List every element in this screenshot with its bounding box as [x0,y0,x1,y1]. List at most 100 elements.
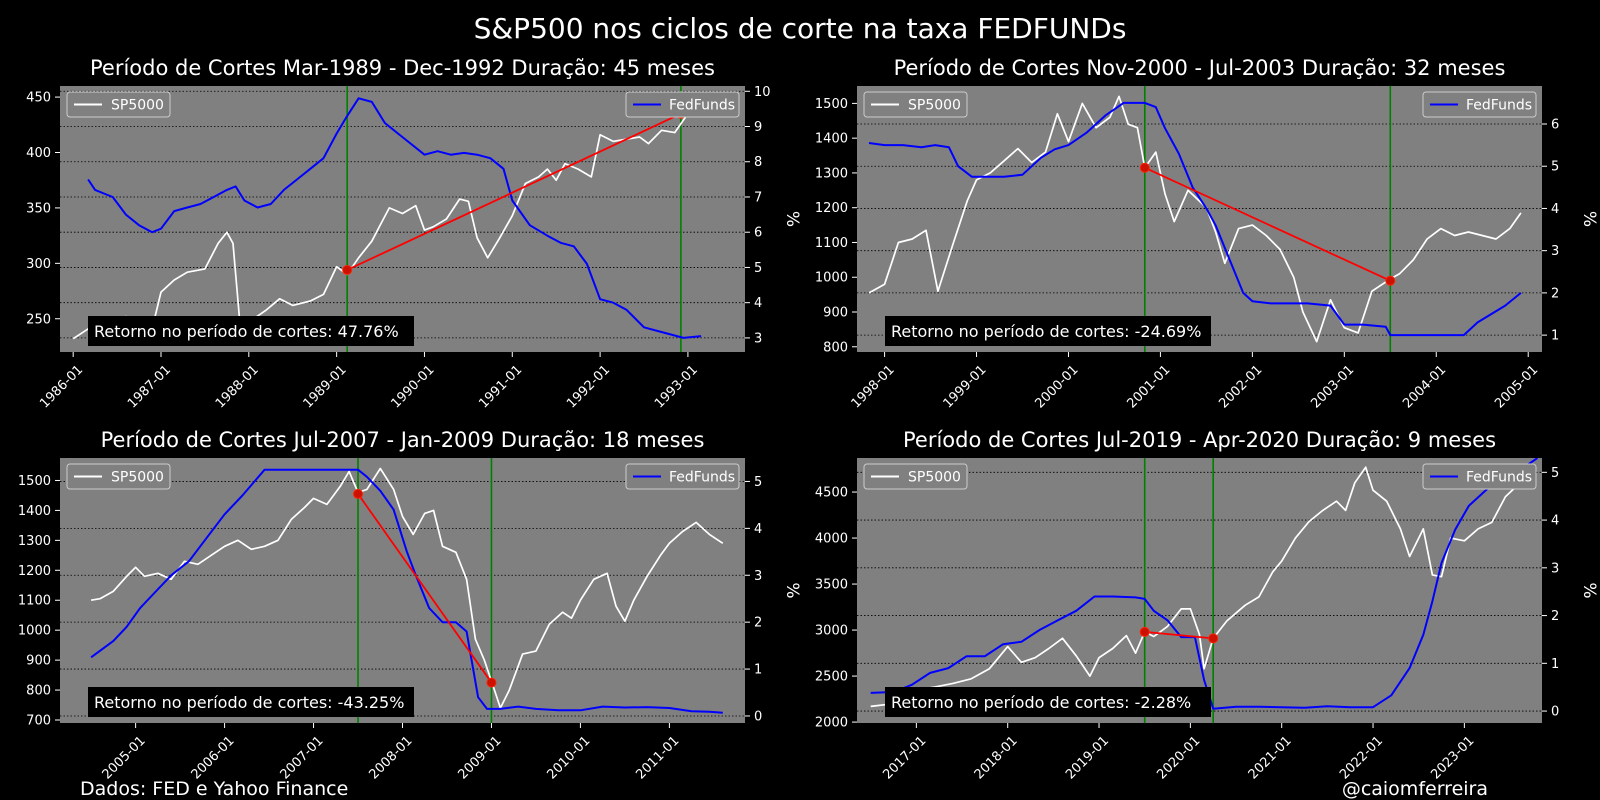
right-tick-label: 1 [1551,657,1559,672]
left-tick-label: 4000 [815,532,848,547]
left-tick-label: 2000 [815,716,848,731]
return-end-point [1208,633,1219,644]
right-tick-label: 4 [754,522,762,537]
fedfunds-legend: FedFunds [1422,463,1537,490]
left-tick-label: 350 [26,201,51,216]
sp500-series-line [90,467,724,709]
sp500-legend: SP5000 [66,463,171,490]
legend-frame [863,463,968,490]
right-tick-label: 4 [1551,202,1559,217]
annotation-text: Retorno no período de cortes: -43.25% [94,693,404,712]
right-tick-label: 2 [1551,609,1559,624]
fedfunds-legend: FedFunds [1422,91,1537,118]
right-tick-label: 6 [754,226,762,241]
left-tick-label: 300 [26,257,51,272]
return-line [1144,631,1214,640]
right-tick-label: 3 [1551,561,1559,576]
right-tick-label: 0 [754,709,762,724]
return-start-point [1139,626,1150,637]
left-tick-label: 800 [823,340,848,355]
plot-area [870,458,1538,723]
annotation-box [885,316,1211,346]
right-tick-label: 0 [1551,705,1559,720]
fedfunds-series-line [90,468,723,714]
right-tick-label: 4 [754,296,762,311]
legend-frame [1422,91,1537,118]
right-tick-label: 5 [754,475,762,490]
plot-area [90,458,724,723]
right-tick-label: 5 [1551,466,1559,481]
return-annotation: Retorno no período de cortes: -24.69% [885,316,1211,346]
left-tick-label: 1000 [815,271,848,286]
right-tick-label: 5 [754,261,762,276]
subplot-1: Período de Cortes Mar-1989 - Dec-1992 Du… [26,56,802,411]
right-tick-label: 8 [754,155,762,170]
left-tick-label: 1400 [18,504,51,519]
legend-label-sp500: SP5000 [908,470,961,486]
left-tick-label: 1500 [815,97,848,112]
left-tick-label: 900 [26,654,51,669]
legend-label-fedfunds: FedFunds [1466,98,1532,114]
legend-label-sp500: SP5000 [908,98,961,114]
left-tick-label: 1300 [18,534,51,549]
source-note: Dados: FED e Yahoo Finance [80,778,349,800]
left-tick-label: 450 [26,91,51,106]
fedfunds-series-line [870,458,1538,710]
right-axis-label: % [782,582,802,598]
legend-label-fedfunds: FedFunds [669,470,735,486]
legend-label-fedfunds: FedFunds [1466,470,1532,486]
axes-background [60,458,745,723]
legend-frame [863,91,968,118]
left-tick-label: 3000 [815,624,848,639]
sp500-series-line [72,113,689,340]
left-tick-label: 900 [823,306,848,321]
annotation-box [88,316,414,346]
right-axis-label: % [1579,211,1599,227]
left-tick-label: 800 [26,684,51,699]
left-tick-label: 1200 [18,564,51,579]
fedfunds-series-line [87,97,702,339]
plot-area [72,86,702,352]
axes-background [60,86,745,352]
return-annotation: Retorno no período de cortes: 47.76% [88,316,414,346]
legend-frame [625,463,740,490]
sp500-legend: SP5000 [863,91,968,118]
right-tick-label: 3 [754,569,762,584]
return-line [346,112,682,271]
left-tick-label: 1100 [815,236,848,251]
axes-background [857,86,1542,352]
sp500-legend: SP5000 [66,91,171,118]
annotation-text: Retorno no período de cortes: 47.76% [94,322,399,341]
legend-label-sp500: SP5000 [111,98,164,114]
left-tick-label: 1400 [815,132,848,147]
right-tick-label: 10 [754,85,771,100]
left-tick-label: 1100 [18,594,51,609]
right-tick-label: 3 [1551,244,1559,259]
right-tick-label: 2 [1551,286,1559,301]
return-start-point [342,264,353,275]
right-tick-label: 7 [754,190,762,205]
legend-label-sp500: SP5000 [111,470,164,486]
fedfunds-legend: FedFunds [625,91,740,118]
legend-label-fedfunds: FedFunds [669,98,735,114]
right-axis-label: % [1579,582,1599,598]
return-end-point [486,677,497,688]
return-start-point [1139,162,1150,173]
subplot-title: Período de Cortes Mar-1989 - Dec-1992 Du… [90,56,715,80]
return-start-point [353,488,364,499]
annotation-text: Retorno no período de cortes: -24.69% [891,322,1201,341]
right-tick-label: 3 [754,331,762,346]
right-axis-label: % [782,211,802,227]
axes-background [857,458,1542,723]
legend-frame [66,91,171,118]
subplot-title: Período de Cortes Nov-2000 - Jul-2003 Du… [894,56,1506,80]
sp500-legend: SP5000 [863,463,968,490]
annotation-box [88,687,414,717]
left-tick-label: 4500 [815,486,848,501]
right-tick-label: 2 [754,616,762,631]
left-tick-label: 1200 [815,201,848,216]
left-tick-label: 2500 [815,670,848,685]
return-annotation: Retorno no período de cortes: -43.25% [88,687,414,717]
subplot-title: Período de Cortes Jul-2007 - Jan-2009 Du… [101,428,705,452]
